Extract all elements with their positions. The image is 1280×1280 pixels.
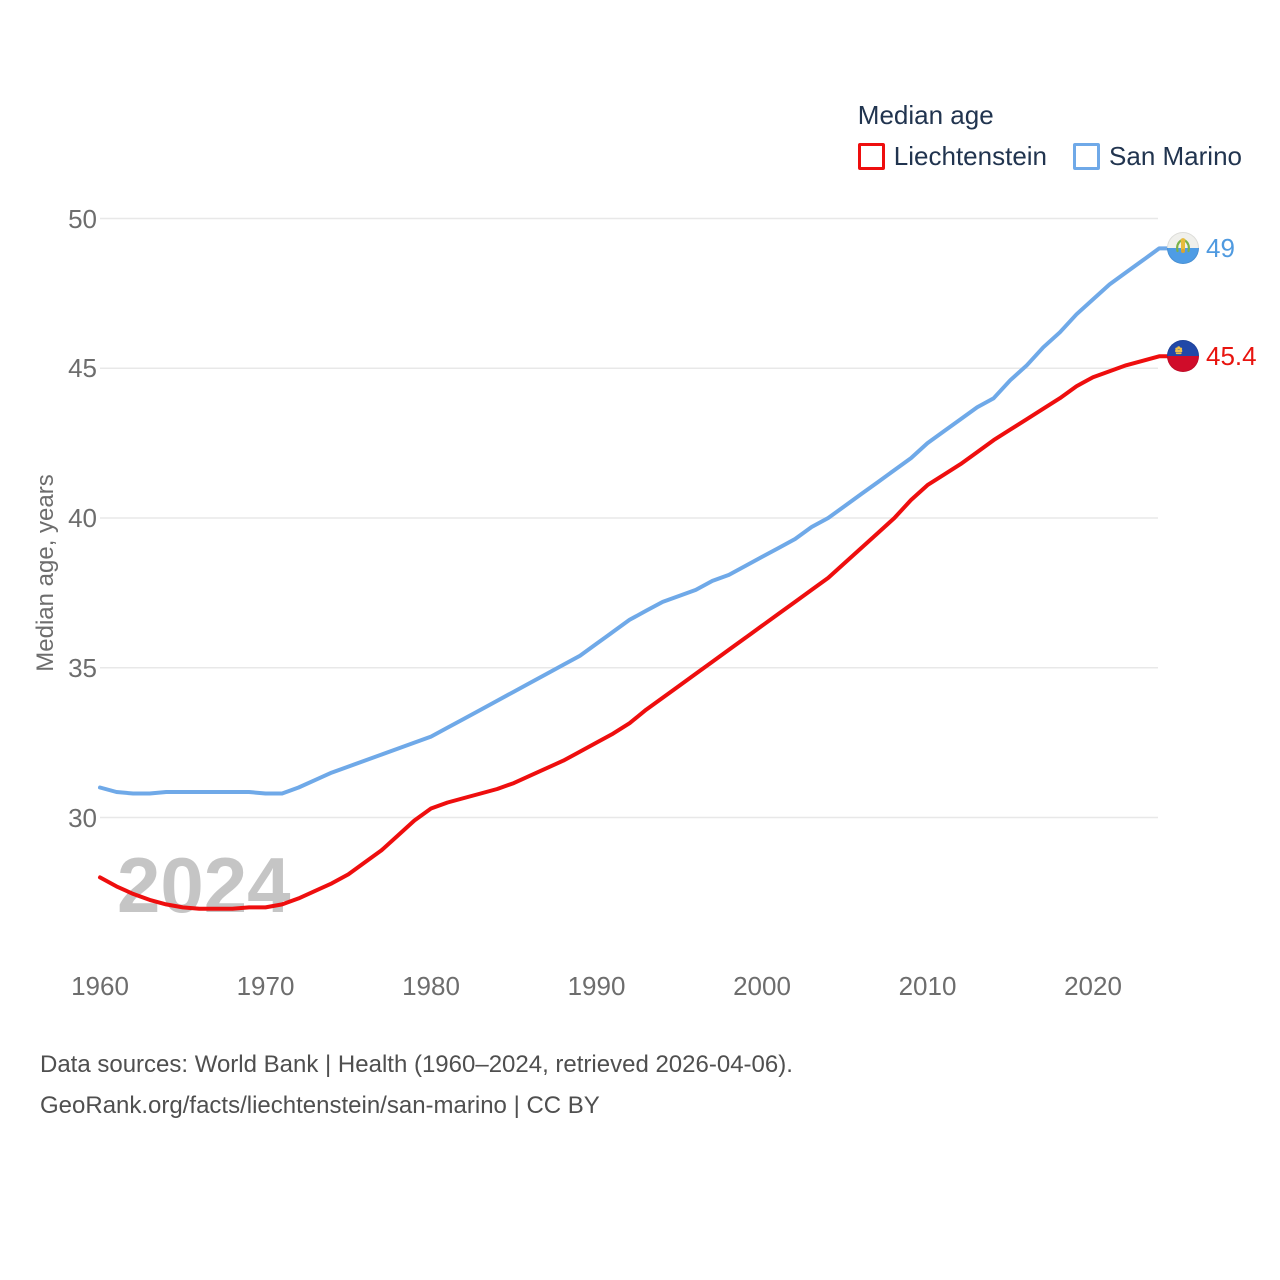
y-tick-label-40: 40 xyxy=(68,503,97,533)
series-line-san-marino[interactable] xyxy=(98,246,1176,796)
footer-link-line: GeoRank.org/facts/liechtenstein/san-mari… xyxy=(40,1092,600,1119)
footer-source-line: Data sources: World Bank | Health (1960–… xyxy=(40,1051,793,1078)
chart-canvas xyxy=(98,217,1176,911)
x-tick-label-1960: 1960 xyxy=(71,971,129,1001)
legend-items: Liechtenstein San Marino xyxy=(857,141,1242,172)
x-tick-label-1980: 1980 xyxy=(402,971,460,1001)
watermark-year: 2024 xyxy=(117,841,291,929)
x-tick-label-2020: 2020 xyxy=(1064,971,1122,1001)
end-value-san-marino: 49 xyxy=(1206,233,1235,264)
footer: Data sources: World Bank | Health (1960–… xyxy=(40,1044,793,1126)
legend-item-label: Liechtenstein xyxy=(893,141,1048,171)
y-tick-label-45: 45 xyxy=(68,353,97,384)
y-tick-label-30: 30 xyxy=(68,802,97,833)
san-marino-swatch-icon xyxy=(1073,143,1101,170)
x-tick-label-2000: 2000 xyxy=(733,971,791,1001)
end-label-san-marino: 49 xyxy=(1167,232,1235,265)
liechtenstein-swatch-icon xyxy=(857,143,885,170)
legend-item-san-marino[interactable]: San Marino xyxy=(1073,141,1242,172)
x-tick-label-1970: 1970 xyxy=(236,971,295,1001)
legend: Median age Liechtenstein San Marino xyxy=(857,100,1242,172)
san-marino-flag-icon xyxy=(1167,232,1199,265)
liechtenstein-flag-icon xyxy=(1167,340,1199,373)
y-axis-title: Median age, years xyxy=(32,474,59,672)
legend-title: Median age xyxy=(857,100,994,130)
end-label-liechtenstein: 45.4 xyxy=(1167,340,1257,373)
y-tick-label-35: 35 xyxy=(68,652,97,683)
x-tick-label-1990: 1990 xyxy=(567,971,626,1001)
series-line-liechtenstein[interactable] xyxy=(98,354,1176,911)
end-value-liechtenstein: 45.4 xyxy=(1206,341,1257,372)
legend-item-label: San Marino xyxy=(1109,141,1242,171)
x-tick-label-2010: 2010 xyxy=(898,971,957,1001)
legend-item-liechtenstein[interactable]: Liechtenstein xyxy=(857,141,1048,172)
y-tick-label-50: 50 xyxy=(68,203,97,234)
